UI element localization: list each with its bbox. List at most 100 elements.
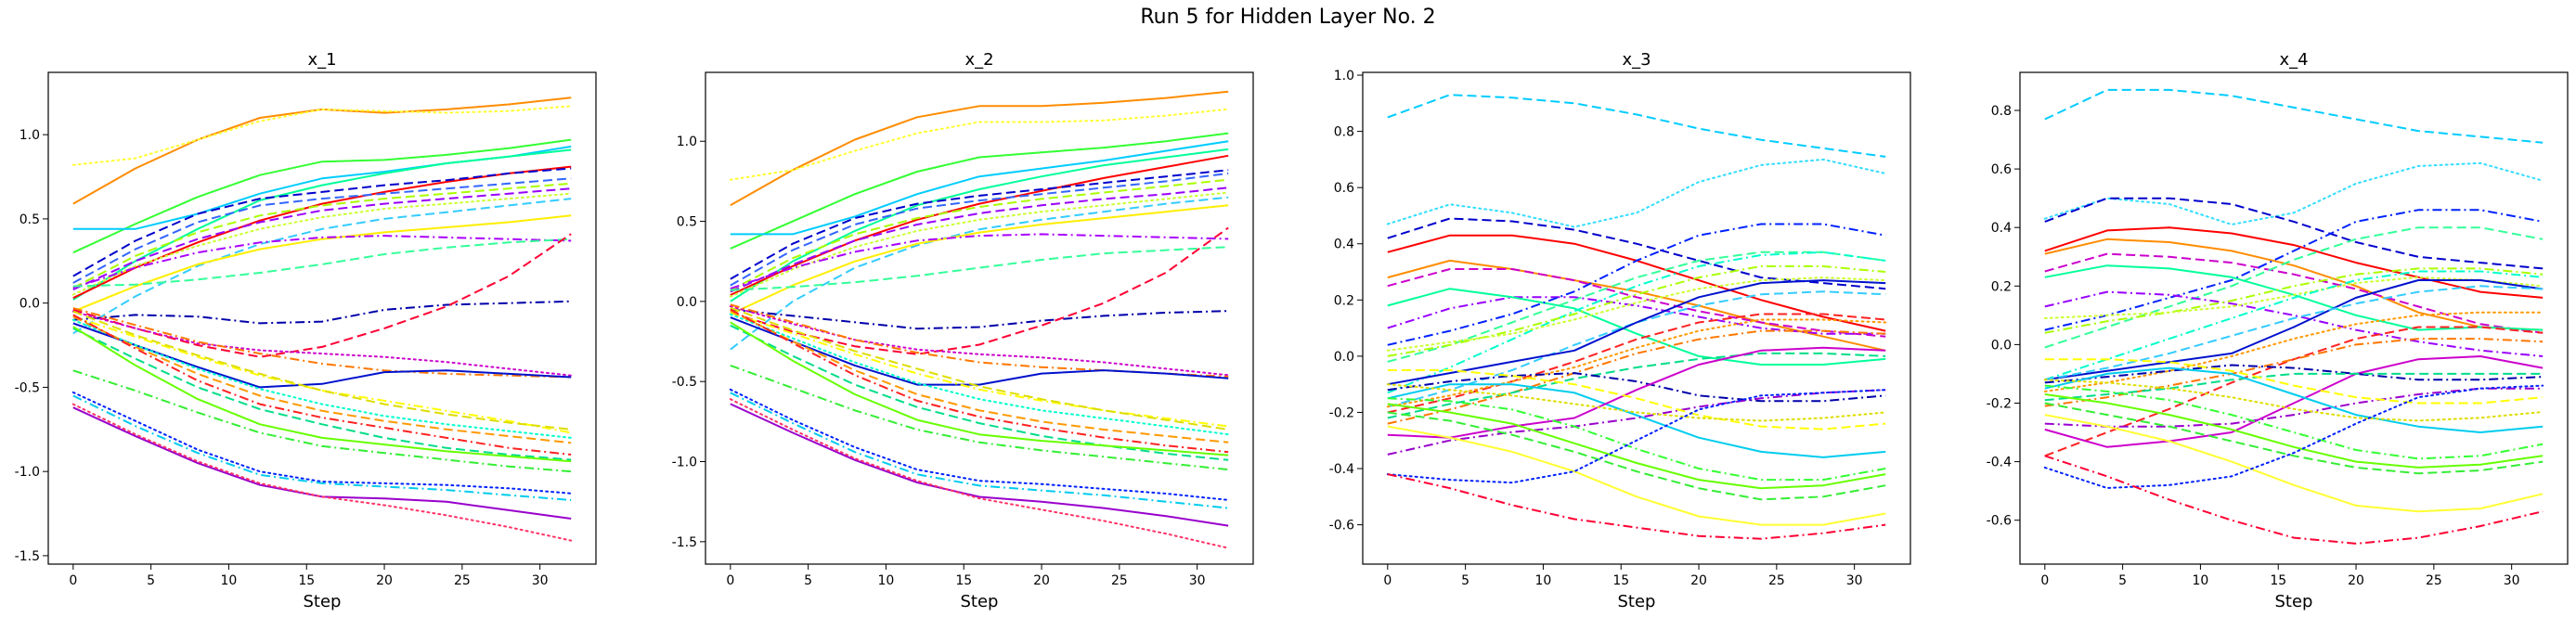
series-line-23: [2044, 366, 2544, 433]
y-tick-label: 0.0: [19, 297, 40, 312]
x-tick-label: 10: [878, 573, 895, 588]
y-tick-label: -0.6: [1987, 514, 2012, 529]
series-line-6: [1387, 268, 1886, 338]
series-line-29: [2044, 414, 2544, 513]
series-line-10: [730, 186, 1229, 293]
series-line-2: [729, 108, 1230, 181]
series-line-28: [730, 321, 1229, 456]
y-tick-label: 0.0: [1991, 338, 2012, 353]
series-line-1: [730, 90, 1229, 207]
y-tick-label: -0.5: [15, 380, 40, 395]
axes-frame: [1362, 71, 1911, 565]
series-line-14: [72, 235, 572, 289]
y-tick-label: 1.0: [677, 135, 697, 149]
y-tick-label: 0.2: [1991, 279, 2012, 294]
subplot-title: x_2: [964, 50, 993, 70]
x-tick-label: 0: [2040, 573, 2049, 588]
x-tick-label: 25: [1768, 573, 1785, 588]
x-tick-label: 30: [2504, 573, 2520, 588]
series-line-13: [72, 214, 572, 313]
y-tick-label: -1.0: [672, 456, 697, 470]
x-tick-label: 20: [376, 573, 393, 588]
x-tick-label: 0: [1383, 573, 1392, 588]
series-line-21: [2044, 364, 2544, 384]
x-tick-label: 25: [1111, 573, 1128, 588]
x-tick-label: 30: [1846, 573, 1863, 588]
series-line-17: [2044, 326, 2544, 457]
series-line-24: [72, 315, 572, 444]
series-line-17: [1386, 318, 1887, 408]
series-line-26: [730, 324, 1229, 461]
y-tick-label: 0.6: [1334, 181, 1354, 196]
series-line-23: [729, 313, 1230, 436]
series-line-31: [730, 403, 1229, 527]
series-line-12: [1387, 265, 1886, 357]
y-tick-label: 0.6: [1991, 162, 2012, 177]
series-line-26: [1387, 397, 1886, 482]
series-line-15: [1387, 279, 1886, 386]
series-line-9: [72, 182, 572, 289]
series-line-5: [2044, 238, 2544, 331]
series-line-12: [2043, 276, 2544, 319]
series-line-21: [730, 312, 1229, 428]
series-group: [729, 90, 1230, 549]
series-line-2: [2043, 161, 2544, 225]
series-line-11: [71, 192, 573, 296]
x-axis-label: Step: [304, 592, 342, 611]
series-line-25: [730, 308, 1229, 454]
y-tick-label: 0.4: [1991, 221, 2012, 236]
series-line-24: [730, 310, 1229, 443]
y-tick-label: 0.8: [1991, 104, 2012, 119]
series-line-25: [1386, 383, 1887, 422]
series-line-20: [1387, 372, 1886, 403]
series-line-23: [71, 318, 573, 439]
subplot-title: x_4: [2279, 50, 2308, 70]
series-line-25: [2043, 379, 2544, 422]
x-tick-label: 10: [1535, 573, 1552, 588]
x-tick-label: 0: [69, 573, 77, 588]
x-tick-label: 20: [1033, 573, 1050, 588]
series-line-5: [72, 148, 572, 301]
y-tick-label: 1.0: [1334, 69, 1354, 84]
series-line-26: [2044, 384, 2544, 460]
y-tick-label: 0.0: [677, 295, 697, 310]
series-line-25: [72, 314, 572, 456]
subplot-x-2: 0 5 10 15 20 25 30 -1.5 -1.0 -0.5 0.0 0.5 1.0 x_2 Step: [672, 50, 1254, 611]
y-tick-label: -1.0: [15, 465, 40, 480]
series-group: [71, 96, 573, 542]
y-tick-label: -0.4: [1987, 456, 2012, 470]
series-line-7: [72, 167, 572, 277]
y-tick-label: 0.0: [1334, 350, 1354, 365]
x-axis-label: Step: [961, 592, 999, 611]
series-line-12: [730, 196, 1229, 351]
y-tick-label: -1.5: [15, 549, 40, 564]
series-line-20: [72, 322, 572, 389]
series-line-16: [1387, 313, 1886, 414]
series-line-14: [730, 233, 1229, 290]
subplot-x-3: 0 5 10 15 20 25 30 -0.6 -0.4 -0.2 0.0 0.2 0.4 0.6 0.8 1…: [1329, 50, 1911, 611]
series-line-28: [72, 326, 572, 463]
series-line-5: [730, 148, 1229, 302]
series-line-15: [730, 246, 1229, 291]
series-line-9: [1387, 223, 1886, 346]
subplot-x-1: 0 5 10 15 20 25 30 -1.5 -1.0 -0.5 0.0 0.5 1.0 x_1 Step: [15, 50, 597, 611]
x-tick-label: 15: [298, 573, 315, 588]
y-tick-label: 0.5: [677, 215, 697, 230]
x-tick-label: 25: [2426, 573, 2442, 588]
series-line-3: [730, 132, 1229, 250]
series-line-29: [71, 391, 573, 495]
series-line-1: [72, 96, 572, 205]
series-line-6: [730, 154, 1229, 296]
series-line-10: [1387, 251, 1886, 363]
series-line-29: [729, 388, 1230, 501]
axes-frame: [2019, 71, 2569, 565]
x-tick-label: 20: [1690, 573, 1707, 588]
axes-frame: [705, 71, 1254, 565]
series-line-7: [2044, 209, 2544, 331]
series-line-18: [729, 305, 1230, 377]
series-line-22: [72, 310, 572, 431]
series-line-13: [2044, 270, 2544, 381]
x-tick-label: 5: [804, 573, 812, 588]
series-line-19: [1387, 352, 1886, 419]
